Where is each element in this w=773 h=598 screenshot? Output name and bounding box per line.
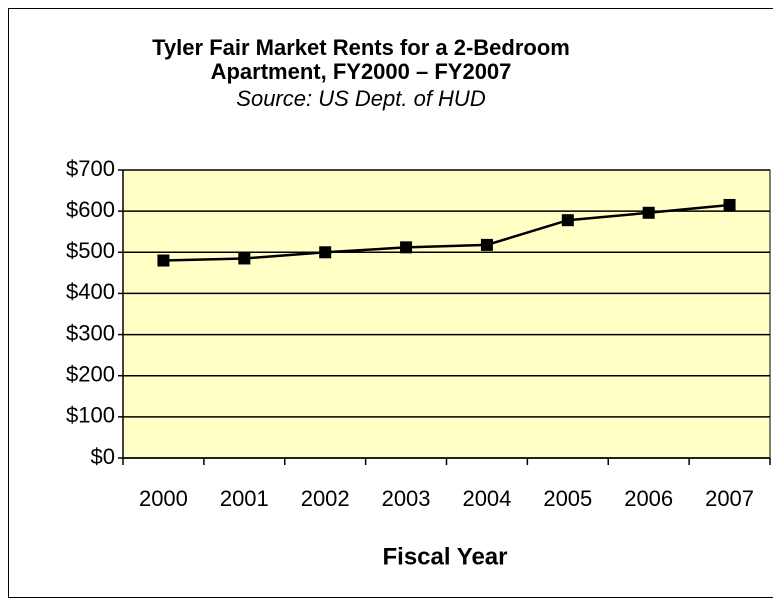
marker bbox=[561, 214, 574, 227]
x-axis-label: Fiscal Year bbox=[383, 543, 508, 570]
marker bbox=[238, 252, 251, 265]
y-tick-label: $0 bbox=[91, 444, 115, 469]
y-tick-label: $200 bbox=[66, 362, 115, 387]
y-tick-label: $500 bbox=[66, 238, 115, 263]
line bbox=[163, 203, 730, 262]
y-tick-label: $300 bbox=[66, 320, 115, 345]
page: Tyler Fair Market Rents for a 2-Bedroom … bbox=[8, 8, 773, 598]
y-tick-label: $100 bbox=[66, 403, 115, 428]
chart: Fiscal Year $0 $100 $200 $300 $400 $500 $600 $7… bbox=[66, 156, 771, 570]
marker bbox=[642, 206, 655, 219]
x-tick-label: 2002 bbox=[301, 486, 350, 511]
x-tick-label: 2001 bbox=[220, 486, 269, 511]
marker bbox=[480, 238, 493, 251]
x-tick-label: 2006 bbox=[624, 486, 673, 511]
x-tick-label: 2003 bbox=[382, 486, 431, 511]
y-tick-label: $400 bbox=[66, 279, 115, 304]
x-tick-label: 2000 bbox=[139, 486, 188, 511]
y-tick-label: $700 bbox=[66, 156, 115, 181]
marker bbox=[400, 241, 413, 254]
chart-title: Tyler Fair Market Rents for a 2-Bedroom … bbox=[152, 35, 570, 84]
plot-area bbox=[122, 169, 771, 459]
chart-subtitle: Source: US Dept. of HUD bbox=[236, 86, 486, 111]
marker bbox=[723, 198, 736, 211]
x-tick-label: 2004 bbox=[462, 486, 511, 511]
y-tick-label: $600 bbox=[66, 197, 115, 222]
x-tick-label: 2007 bbox=[705, 486, 754, 511]
marker bbox=[157, 254, 170, 267]
marker bbox=[319, 246, 332, 259]
x-tick-label: 2005 bbox=[543, 486, 592, 511]
